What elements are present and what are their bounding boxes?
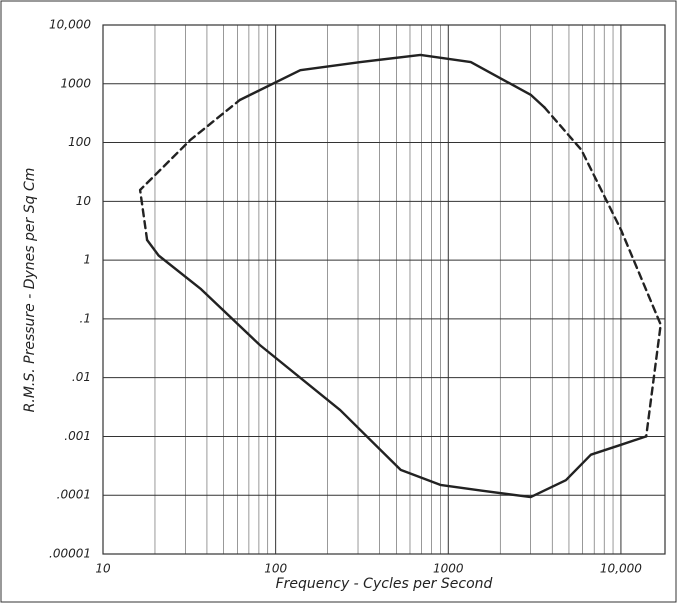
x-tick-label: 10,000 xyxy=(600,562,642,576)
plot-border xyxy=(102,24,666,555)
y-tick-label: .00001 xyxy=(49,547,91,561)
y-tick-label: 100 xyxy=(68,135,91,149)
x-tick-label: 1000 xyxy=(433,562,464,576)
y-tick-label: .1 xyxy=(80,311,91,325)
curve xyxy=(145,238,648,499)
y-tick-label: 1 xyxy=(83,253,91,267)
x-axis-label: Frequency - Cycles per Second xyxy=(276,576,493,592)
curve xyxy=(238,53,546,109)
x-tick-label: 100 xyxy=(264,562,287,576)
x-tick-label: 10 xyxy=(95,562,111,576)
curve xyxy=(138,98,242,242)
y-tick-label: .0001 xyxy=(57,488,91,502)
y-tick-label: 1000 xyxy=(60,76,91,90)
y-tick-label: 10,000 xyxy=(49,18,91,32)
y-tick-label: .01 xyxy=(72,370,91,384)
curve xyxy=(543,105,662,438)
y-tick-label: 10 xyxy=(76,194,92,208)
y-axis-label: R.M.S. Pressure - Dynes per Sq Cm xyxy=(22,168,38,413)
y-tick-label: .001 xyxy=(64,429,91,443)
